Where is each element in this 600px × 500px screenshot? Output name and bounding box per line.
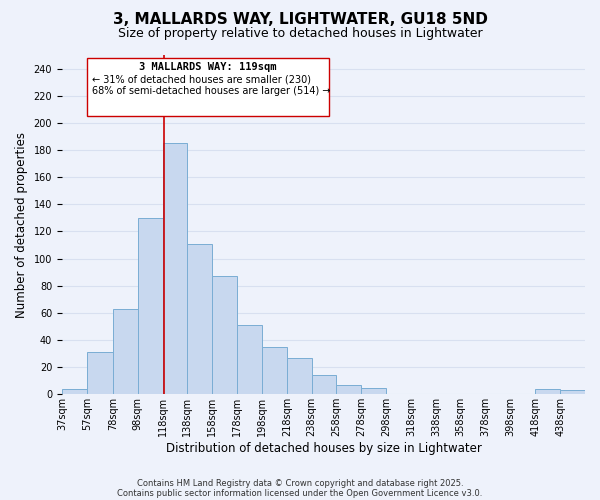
Text: Contains HM Land Registry data © Crown copyright and database right 2025.: Contains HM Land Registry data © Crown c… [137, 478, 463, 488]
X-axis label: Distribution of detached houses by size in Lightwater: Distribution of detached houses by size … [166, 442, 481, 455]
Bar [287, 358, 311, 395]
Text: 3 MALLARDS WAY: 119sqm: 3 MALLARDS WAY: 119sqm [139, 62, 277, 72]
Y-axis label: Number of detached properties: Number of detached properties [15, 132, 28, 318]
Bar [163, 143, 187, 395]
Bar [237, 325, 262, 394]
Bar [113, 309, 137, 394]
Bar [212, 276, 237, 394]
Bar [560, 390, 585, 394]
Bar [361, 388, 386, 394]
FancyBboxPatch shape [87, 58, 329, 116]
Text: 68% of semi-detached houses are larger (514) →: 68% of semi-detached houses are larger (… [92, 86, 330, 96]
Text: Contains public sector information licensed under the Open Government Licence v3: Contains public sector information licen… [118, 488, 482, 498]
Bar [311, 376, 337, 394]
Text: Size of property relative to detached houses in Lightwater: Size of property relative to detached ho… [118, 28, 482, 40]
Bar [62, 389, 87, 394]
Bar [337, 385, 361, 394]
Bar [187, 244, 212, 394]
Text: ← 31% of detached houses are smaller (230): ← 31% of detached houses are smaller (23… [92, 74, 311, 84]
Text: 3, MALLARDS WAY, LIGHTWATER, GU18 5ND: 3, MALLARDS WAY, LIGHTWATER, GU18 5ND [113, 12, 487, 28]
Bar [137, 218, 163, 394]
Bar [535, 389, 560, 394]
Bar [87, 352, 113, 395]
Bar [262, 347, 287, 395]
